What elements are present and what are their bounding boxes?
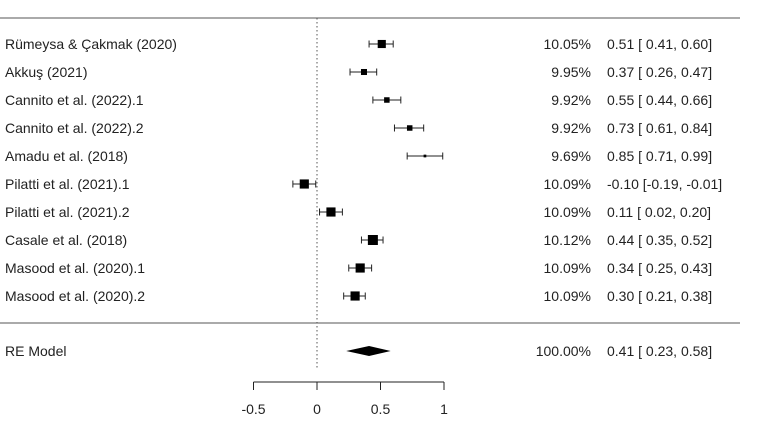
study-estimate-ci: -0.10 [-0.19, -0.01] [607, 176, 722, 192]
study-label: Cannito et al. (2022).1 [5, 92, 144, 108]
study-label: Rümeysa & Çakmak (2020) [5, 36, 177, 52]
study-weight: 10.09% [544, 260, 591, 276]
study-estimate-ci: 0.85 [ 0.71, 0.99] [607, 148, 712, 164]
estimate-marker [326, 207, 336, 217]
study-weight: 9.92% [551, 120, 591, 136]
estimate-marker [350, 291, 360, 301]
study-estimate-ci: 0.55 [ 0.44, 0.66] [607, 92, 712, 108]
study-estimate-ci: 0.51 [ 0.41, 0.60] [607, 36, 712, 52]
study-label: Cannito et al. (2022).2 [5, 120, 144, 136]
estimate-marker [355, 263, 365, 273]
study-estimate-ci: 0.34 [ 0.25, 0.43] [607, 260, 712, 276]
study-label: Pilatti et al. (2021).1 [5, 176, 130, 192]
study-weight: 10.09% [544, 288, 591, 304]
summary-label: RE Model [5, 343, 66, 359]
estimate-marker [367, 235, 378, 245]
estimate-marker [406, 125, 413, 131]
study-label: Amadu et al. (2018) [5, 148, 128, 164]
study-weight: 10.09% [544, 204, 591, 220]
study-label: Casale et al. (2018) [5, 232, 127, 248]
study-label: Masood et al. (2020).1 [5, 260, 145, 276]
study-label: Masood et al. (2020).2 [5, 288, 145, 304]
study-weight: 9.69% [551, 148, 591, 164]
study-estimate-ci: 0.44 [ 0.35, 0.52] [607, 232, 712, 248]
study-weight: 10.09% [544, 176, 591, 192]
summary-diamond [346, 346, 391, 356]
x-tick-label: 1 [440, 401, 448, 417]
estimate-marker [299, 179, 309, 189]
summary-estimate-ci: 0.41 [ 0.23, 0.58] [607, 343, 712, 359]
x-tick-label: 0 [313, 401, 321, 417]
study-estimate-ci: 0.37 [ 0.26, 0.47] [607, 64, 712, 80]
study-weight: 10.05% [544, 36, 591, 52]
study-weight: 10.12% [544, 232, 591, 248]
study-weight: 9.92% [551, 92, 591, 108]
estimate-marker [360, 68, 367, 76]
study-estimate-ci: 0.30 [ 0.21, 0.38] [607, 288, 712, 304]
summary-weight: 100.00% [536, 343, 591, 359]
study-weight: 9.95% [551, 64, 591, 80]
study-label: Pilatti et al. (2021).2 [5, 204, 130, 220]
x-tick-label: -0.5 [241, 401, 265, 417]
study-estimate-ci: 0.73 [ 0.61, 0.84] [607, 120, 712, 136]
estimate-marker [384, 97, 390, 103]
study-label: Akkuş (2021) [5, 64, 87, 80]
study-estimate-ci: 0.11 [ 0.02, 0.20] [607, 204, 711, 220]
x-tick-label: 0.5 [371, 401, 391, 417]
estimate-marker [423, 154, 427, 158]
estimate-marker [377, 39, 386, 49]
